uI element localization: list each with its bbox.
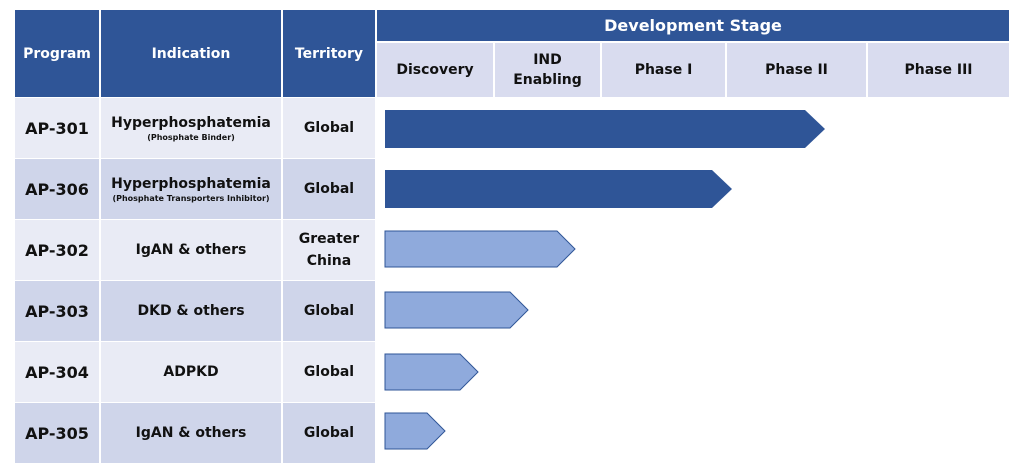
indication-cell: IgAN & others <box>101 403 281 463</box>
territory-cell: Global <box>283 159 375 219</box>
indication-note: (Phosphate Binder) <box>147 132 235 142</box>
indication: IgAN & others <box>135 425 247 441</box>
header-cell: Program <box>15 10 99 97</box>
stage-header: Phase I <box>602 43 725 97</box>
program-cell: AP-302 <box>15 220 99 280</box>
indication-cell: ADPKD <box>101 342 281 402</box>
program-cell: AP-304 <box>15 342 99 402</box>
program-cell: AP-303 <box>15 281 99 341</box>
group-header: Development Stage <box>377 10 1009 41</box>
progress-arrow <box>384 230 576 268</box>
program-cell: AP-305 <box>15 403 99 463</box>
indication: ADPKD <box>163 364 219 380</box>
indication-cell: IgAN & others <box>101 220 281 280</box>
territory-cell: Global <box>283 98 375 158</box>
program-cell: AP-306 <box>15 159 99 219</box>
indication-cell: Hyperphosphatemia (Phosphate Binder) <box>101 98 281 158</box>
progress-arrow <box>384 353 479 391</box>
stage-header: Phase III <box>868 43 1009 97</box>
indication-note: (Phosphate Transporters Inhibitor) <box>112 193 270 203</box>
territory-cell: Global <box>283 281 375 341</box>
indication: DKD & others <box>137 303 245 319</box>
header-cell: Territory <box>283 10 375 97</box>
indication: Hyperphosphatemia <box>111 175 271 192</box>
program-cell: AP-301 <box>15 98 99 158</box>
stage-header: Discovery <box>377 43 493 97</box>
territory-cell: Global <box>283 342 375 402</box>
progress-arrow <box>384 291 529 329</box>
header-cell: Indication <box>101 10 281 97</box>
progress-arrow <box>385 110 825 148</box>
territory-cell: Global <box>283 403 375 463</box>
stage-header: Phase II <box>727 43 866 97</box>
indication-cell: Hyperphosphatemia (Phosphate Transporters… <box>101 159 281 219</box>
territory-cell: Greater China <box>283 220 375 280</box>
progress-arrow <box>385 170 732 208</box>
indication: Hyperphosphatemia <box>111 114 271 131</box>
progress-arrow <box>384 412 446 450</box>
indication-cell: DKD & others <box>101 281 281 341</box>
stage-header: IND Enabling <box>495 43 600 97</box>
indication: IgAN & others <box>135 242 247 258</box>
